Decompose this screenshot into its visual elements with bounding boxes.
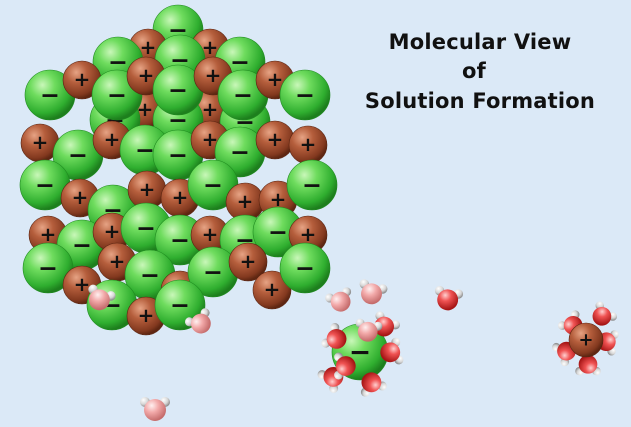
cation-charge-label: + — [202, 127, 219, 151]
anion-charge-label: − — [140, 261, 160, 289]
anion-sphere-icon: − — [24, 69, 76, 121]
cation-charge-label: + — [270, 187, 287, 211]
title-line-1: Molecular View — [388, 30, 572, 54]
anion-sphere-icon: − — [279, 242, 331, 294]
cation-charge-label: + — [74, 67, 91, 91]
anion-sphere-icon: − — [252, 206, 304, 258]
cation-charge-label: + — [202, 222, 219, 246]
cation-sphere-icon: + — [225, 182, 265, 222]
cation-charge-label: + — [32, 130, 49, 154]
anion-charge-label: − — [168, 76, 188, 104]
title-line-3: Solution Formation — [364, 88, 596, 113]
anion-sphere-icon: − — [152, 129, 204, 181]
anion-charge-label: − — [40, 81, 60, 109]
anion-charge-label: − — [38, 254, 58, 282]
cation-charge-label: + — [264, 277, 281, 301]
cation-sphere-icon: + — [568, 322, 604, 358]
anion-sphere-icon: − — [52, 129, 104, 181]
anion-charge-label: − — [268, 218, 288, 246]
cation-charge-label: + — [72, 185, 89, 209]
cation-charge-label: + — [140, 35, 157, 59]
cation-charge-label: + — [139, 177, 156, 201]
cation-sphere-icon: + — [228, 242, 268, 282]
water-molecule-icon — [434, 285, 464, 311]
anion-sphere-icon: − — [22, 242, 74, 294]
cation-charge-label: + — [202, 97, 219, 121]
water-molecule-icon — [325, 287, 352, 312]
cation-charge-label: + — [300, 132, 317, 156]
cation-charge-label: + — [104, 219, 121, 243]
anion-charge-label: − — [35, 171, 55, 199]
title-line-2: of — [462, 59, 486, 84]
anion-sphere-icon: − — [152, 64, 204, 116]
anion-charge-label: − — [170, 226, 190, 254]
cation-charge-label: + — [237, 189, 254, 213]
water-molecules: − + — [88, 279, 619, 421]
cation-sphere-icon: + — [288, 125, 328, 165]
anion-charge-label: − — [168, 141, 188, 169]
water-molecule-icon — [359, 279, 388, 305]
water-molecule-icon — [321, 323, 347, 349]
anion-charge-label: − — [230, 48, 250, 76]
anion-charge-label: − — [233, 81, 253, 109]
water-molecule-icon — [374, 311, 400, 337]
cation-charge-label: + — [109, 249, 126, 273]
cation-charge-label: + — [104, 127, 121, 151]
cation-sphere-icon: + — [62, 265, 102, 305]
ionic-crystal-lattice: −++−−−++−−−−+−+−+−+−+−+−−+−++−+−++−++−+−… — [19, 4, 338, 336]
cation-charge-label: + — [202, 35, 219, 59]
anion-charge-label: − — [295, 254, 315, 282]
water-molecule-icon — [360, 372, 387, 397]
water-molecule-icon — [140, 397, 170, 421]
cation-charge-label: + — [205, 63, 222, 87]
water-molecule-icon — [355, 318, 383, 342]
cation-charge-label: + — [267, 127, 284, 151]
cation-charge-label: + — [138, 63, 155, 87]
anion-sphere-icon: − — [279, 69, 331, 121]
water-molecule-icon — [334, 352, 356, 380]
cation-charge-label: + — [74, 272, 91, 296]
anion-sphere-icon: − — [19, 159, 71, 211]
cation-sphere-icon: + — [127, 170, 167, 210]
anion-charge-label: − — [68, 141, 88, 169]
water-molecule-icon — [575, 354, 601, 376]
anion-charge-label: − — [203, 171, 223, 199]
anion-sphere-icon: − — [154, 279, 206, 331]
diagram-title: Molecular View of Solution Formation — [330, 28, 630, 116]
cation-charge-label: + — [40, 222, 57, 246]
cation-charge-label: + — [240, 249, 257, 273]
anion-charge-label: − — [302, 171, 322, 199]
anion-charge-label: − — [72, 231, 92, 259]
anion-charge-label: − — [108, 48, 128, 76]
cation-charge-label: + — [267, 67, 284, 91]
anion-charge-label: − — [135, 136, 155, 164]
anion-charge-label: − — [170, 291, 190, 319]
cation-sphere-icon: + — [190, 215, 230, 255]
anion-charge-label: − — [230, 138, 250, 166]
water-molecule-icon — [88, 284, 116, 311]
cation-charge-label: + — [300, 222, 317, 246]
anion-sphere-icon: − — [187, 246, 239, 298]
anion-sphere-icon: − — [187, 159, 239, 211]
cation-charge-label: + — [579, 329, 594, 350]
water-molecule-icon — [380, 337, 404, 365]
cation-charge-label: + — [138, 303, 155, 327]
anion-charge-label: − — [136, 214, 156, 242]
water-molecule-icon — [185, 308, 211, 334]
water-molecule-icon — [592, 301, 618, 326]
cation-sphere-icon: + — [252, 270, 292, 310]
anion-charge-label: − — [349, 337, 371, 368]
cation-charge-label: + — [172, 185, 189, 209]
anion-sphere-icon: − — [286, 159, 338, 211]
anion-sphere-icon: − — [217, 69, 269, 121]
anion-charge-label: − — [107, 81, 127, 109]
cation-sphere-icon: + — [255, 120, 295, 160]
cation-sphere-icon: + — [20, 123, 60, 163]
anion-charge-label: − — [203, 258, 223, 286]
cation-sphere-icon: + — [62, 60, 102, 100]
anion-charge-label: − — [295, 81, 315, 109]
